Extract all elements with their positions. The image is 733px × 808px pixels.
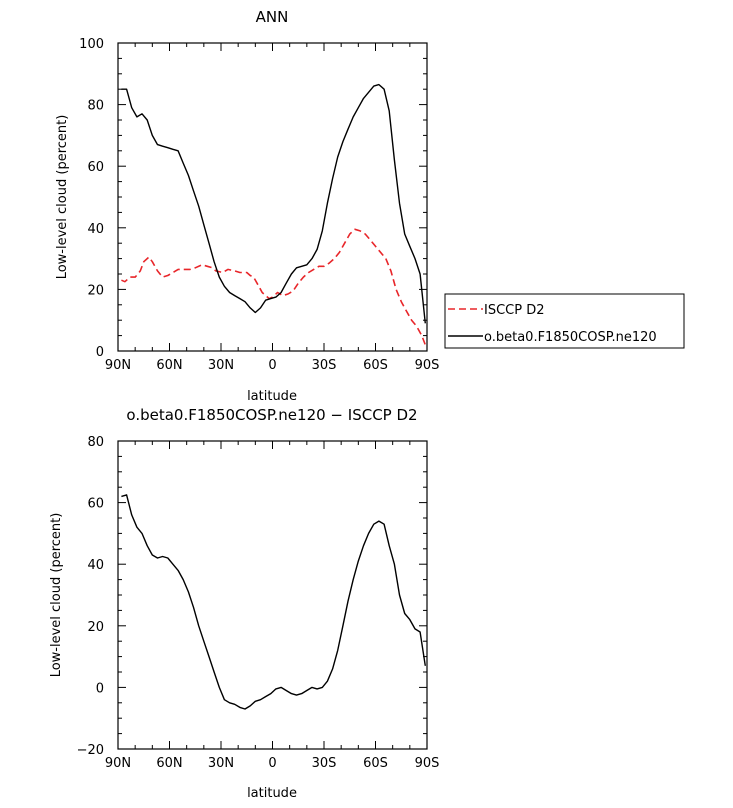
bottom-y-axis-label: Low-level cloud (percent) xyxy=(49,513,64,678)
bottom-y-tick-label: 20 xyxy=(87,620,104,635)
bottom-y-tick-label: 0 xyxy=(96,681,104,696)
bottom-y-tick-label: 60 xyxy=(87,497,104,512)
top-chart-title: ANN xyxy=(256,8,289,26)
bottom-panel: o.beta0.F1850COSP.ne120 − ISCCP D2 90N 60… xyxy=(49,406,439,801)
bottom-series-group xyxy=(121,494,426,710)
bottom-y-tick-label: 40 xyxy=(87,558,104,573)
top-y-axis-label: Low-level cloud (percent) xyxy=(55,115,70,280)
legend-label-isccp: ISCCP D2 xyxy=(484,303,545,318)
bottom-chart-title: o.beta0.F1850COSP.ne120 − ISCCP D2 xyxy=(126,406,417,424)
top-x-tick-label: 60N xyxy=(156,358,182,373)
top-y-tick-label: 100 xyxy=(79,37,104,52)
bottom-series-line-difference xyxy=(121,494,426,710)
bottom-x-tick-label: 90S xyxy=(415,756,440,771)
top-series-line-model xyxy=(121,83,426,324)
top-x-tick-label: 90S xyxy=(415,358,440,373)
bottom-x-tick-label: 30S xyxy=(312,756,337,771)
top-y-tick-label: 20 xyxy=(87,283,104,298)
top-x-axis-label: latitude xyxy=(247,389,297,404)
bottom-x-tick-label: 60N xyxy=(156,756,182,771)
bottom-y-tick-label: 80 xyxy=(87,435,104,450)
bottom-x-tick-label: 60S xyxy=(363,756,388,771)
bottom-x-tick-label: 90N xyxy=(105,756,131,771)
legend: ISCCP D2 o.beta0.F1850COSP.ne120 xyxy=(444,293,685,349)
top-axes: 90N 60N 30N 0 30S 60S 90S 0 20 40 60 80 100 xyxy=(79,37,439,373)
top-y-tick-label: 0 xyxy=(96,345,104,360)
bottom-plot-frame xyxy=(117,440,428,750)
top-x-tick-label: 60S xyxy=(363,358,388,373)
top-plot-frame xyxy=(117,42,428,352)
top-x-tick-label: 90N xyxy=(105,358,131,373)
legend-box xyxy=(444,293,685,349)
top-y-tick-label: 80 xyxy=(87,99,104,114)
top-series-line-isccp xyxy=(121,228,427,346)
top-series-group xyxy=(121,83,427,346)
top-x-tick-label: 0 xyxy=(268,358,276,373)
bottom-axes: 90N 60N 30N 0 30S 60S 90S −20 0 20 40 60 80 xyxy=(77,435,440,771)
top-y-tick-label: 40 xyxy=(87,222,104,237)
top-panel: ANN 90N 60N 30N 0 30S 60S 90S 0 20 40 60 80 100 lati… xyxy=(55,8,685,404)
bottom-x-tick-label: 30N xyxy=(208,756,234,771)
bottom-x-tick-label: 0 xyxy=(268,756,276,771)
top-x-tick-label: 30N xyxy=(208,358,234,373)
legend-label-model: o.beta0.F1850COSP.ne120 xyxy=(484,330,657,345)
bottom-x-axis-label: latitude xyxy=(247,786,297,801)
top-x-tick-label: 30S xyxy=(312,358,337,373)
top-y-tick-label: 60 xyxy=(87,160,104,175)
bottom-y-tick-label: −20 xyxy=(77,743,104,758)
